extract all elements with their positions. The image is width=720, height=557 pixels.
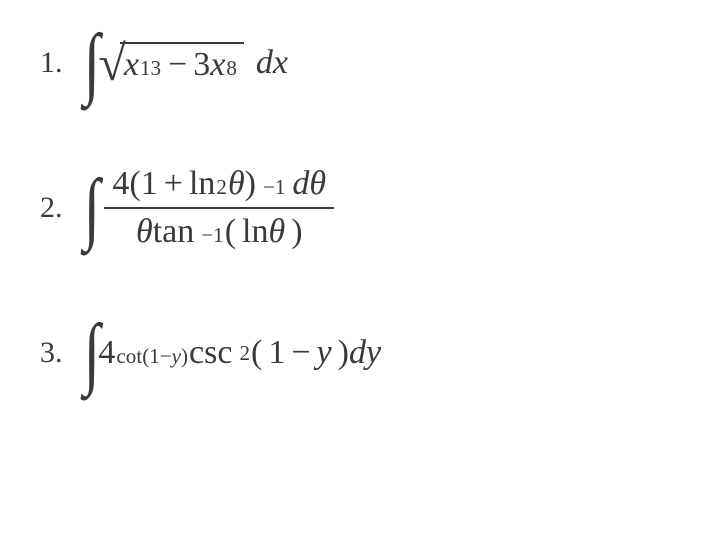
inner-arg: θ: [268, 213, 285, 251]
problem-number: 1.: [40, 46, 63, 80]
numerator: 4 ( 1 + ln2θ ) −1 dθ: [104, 161, 334, 207]
exp: 8: [226, 56, 237, 81]
integral-expression: ∫ 4cot(1−y) csc 2 ( 1 − y ) dy: [81, 325, 382, 381]
exp: 2: [239, 341, 250, 366]
integral-icon: ∫: [83, 180, 99, 236]
outer-exp: −1: [263, 175, 285, 200]
sqrt-radicand: x13 − 3x8: [120, 42, 244, 85]
power-term: 4cot(1−y): [98, 334, 189, 372]
op: +: [164, 165, 183, 203]
inner-fn: ln: [242, 213, 268, 251]
integral-icon: ∫: [83, 325, 99, 381]
op: −: [291, 334, 310, 372]
exp: −1: [201, 223, 223, 248]
differential: dθ: [292, 165, 326, 203]
lparen: (: [251, 334, 262, 372]
rparen: ): [338, 334, 349, 372]
fn: ln: [189, 165, 215, 203]
problem-number: 2.: [40, 191, 63, 225]
differential: dy: [349, 334, 381, 372]
term: 1: [268, 334, 285, 372]
lparen: (: [225, 213, 236, 251]
coef: 3: [193, 46, 210, 84]
problem-3: 3. ∫ 4cot(1−y) csc 2 ( 1 − y ) dy: [40, 325, 680, 381]
term: 1: [141, 165, 158, 203]
integral-expression: ∫ √ x13 − 3x8 dx: [81, 35, 288, 91]
rparen: ): [291, 213, 302, 251]
var: x: [210, 46, 225, 84]
denominator: θ tan −1 ( lnθ ): [128, 209, 311, 255]
problem-2: 2. ∫ 4 ( 1 + ln2θ ) −1 dθ θ tan: [40, 161, 680, 255]
arg: θ: [228, 165, 245, 203]
base: 4: [98, 334, 115, 372]
var: x: [124, 46, 139, 84]
exponent: cot(1−y): [116, 344, 188, 369]
integral-icon: ∫: [83, 35, 99, 91]
coef: 4: [112, 165, 129, 203]
var: θ: [136, 213, 153, 251]
exp: 2: [216, 175, 227, 200]
problem-number: 3.: [40, 336, 63, 370]
sqrt-expression: √ x13 − 3x8: [98, 42, 243, 85]
fraction: 4 ( 1 + ln2θ ) −1 dθ θ tan −1 (: [104, 161, 334, 255]
op: −: [168, 46, 187, 84]
fn: tan: [153, 213, 195, 251]
differential: dx: [256, 44, 288, 82]
exp: 13: [140, 56, 161, 81]
rparen: ): [245, 165, 256, 203]
problem-1: 1. ∫ √ x13 − 3x8 dx: [40, 35, 680, 91]
var: y: [317, 334, 332, 372]
fn: csc: [189, 334, 232, 372]
lparen: (: [129, 165, 140, 203]
integral-expression: ∫ 4 ( 1 + ln2θ ) −1 dθ θ tan −1: [81, 161, 341, 255]
